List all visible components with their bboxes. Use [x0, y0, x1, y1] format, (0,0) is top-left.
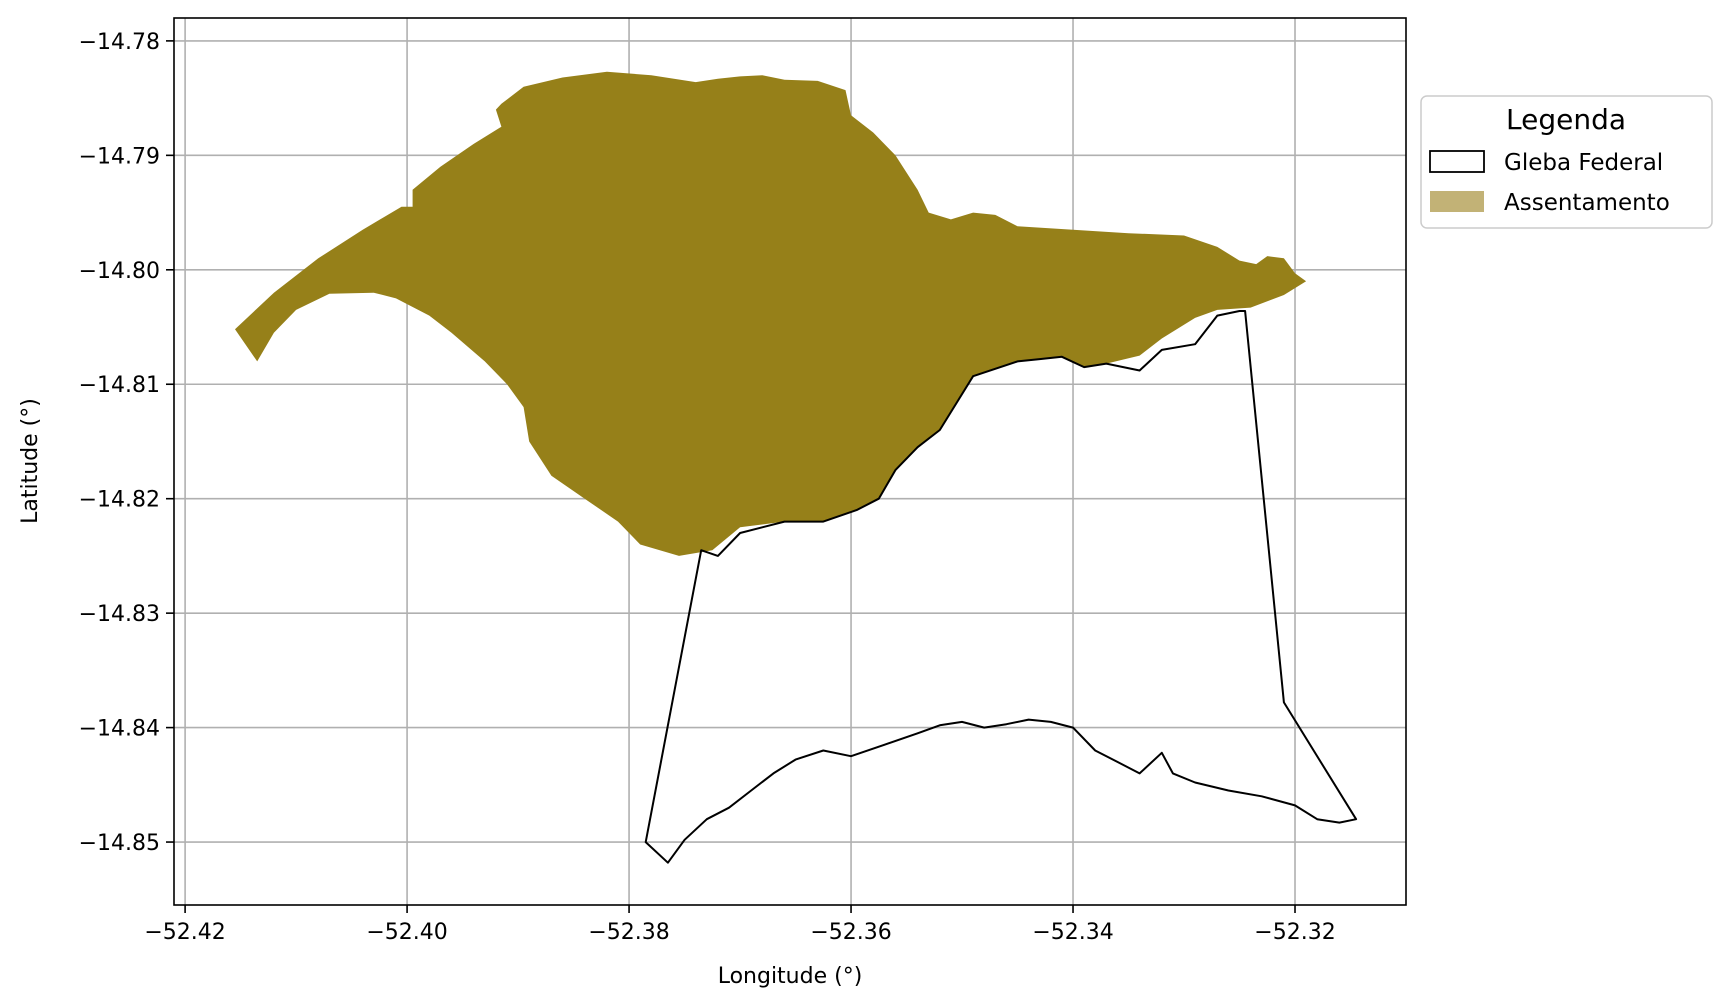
y-tick-label: −14.84	[79, 717, 160, 742]
y-tick-label: −14.81	[79, 373, 160, 398]
legend-label-gleba-federal: Gleba Federal	[1504, 150, 1663, 176]
legend: Legenda Gleba Federal Assentamento	[1420, 95, 1713, 229]
legend-box	[1420, 95, 1713, 229]
x-tick-label: −52.42	[144, 920, 225, 945]
y-tick-label: −14.79	[79, 144, 160, 169]
legend-title: Legenda	[1506, 103, 1626, 136]
x-tick-label: −52.40	[366, 920, 447, 945]
x-axis-ticks: −52.42 −52.40 −52.38 −52.36 −52.34 −52.32	[144, 905, 1336, 945]
layer-gleba-federal	[644, 310, 1358, 864]
x-tick-label: −52.32	[1254, 920, 1335, 945]
x-tick-label: −52.38	[588, 920, 669, 945]
x-tick-label: −52.36	[810, 920, 891, 945]
x-axis-title: Longitude (°)	[718, 964, 863, 989]
y-tick-label: −14.83	[79, 602, 160, 627]
legend-swatch-assentamento	[1430, 191, 1484, 212]
x-tick-label: −52.34	[1032, 920, 1113, 945]
y-tick-label: −14.85	[79, 831, 160, 856]
legend-label-assentamento: Assentamento	[1504, 190, 1670, 216]
y-tick-label: −14.78	[79, 30, 160, 55]
gleba-federal-polygon	[644, 310, 1358, 864]
y-axis-title: Latitude (°)	[18, 398, 43, 524]
layer-assentamento	[235, 71, 1307, 556]
y-tick-label: −14.80	[79, 259, 160, 284]
y-tick-label: −14.82	[79, 488, 160, 513]
plot-frame	[173, 17, 1407, 906]
assentamento-polygon	[235, 71, 1307, 556]
legend-swatch-gleba-federal	[1429, 150, 1485, 173]
y-axis-ticks: −14.78 −14.79 −14.80 −14.81 −14.82 −14.83 −14.…	[79, 30, 174, 856]
